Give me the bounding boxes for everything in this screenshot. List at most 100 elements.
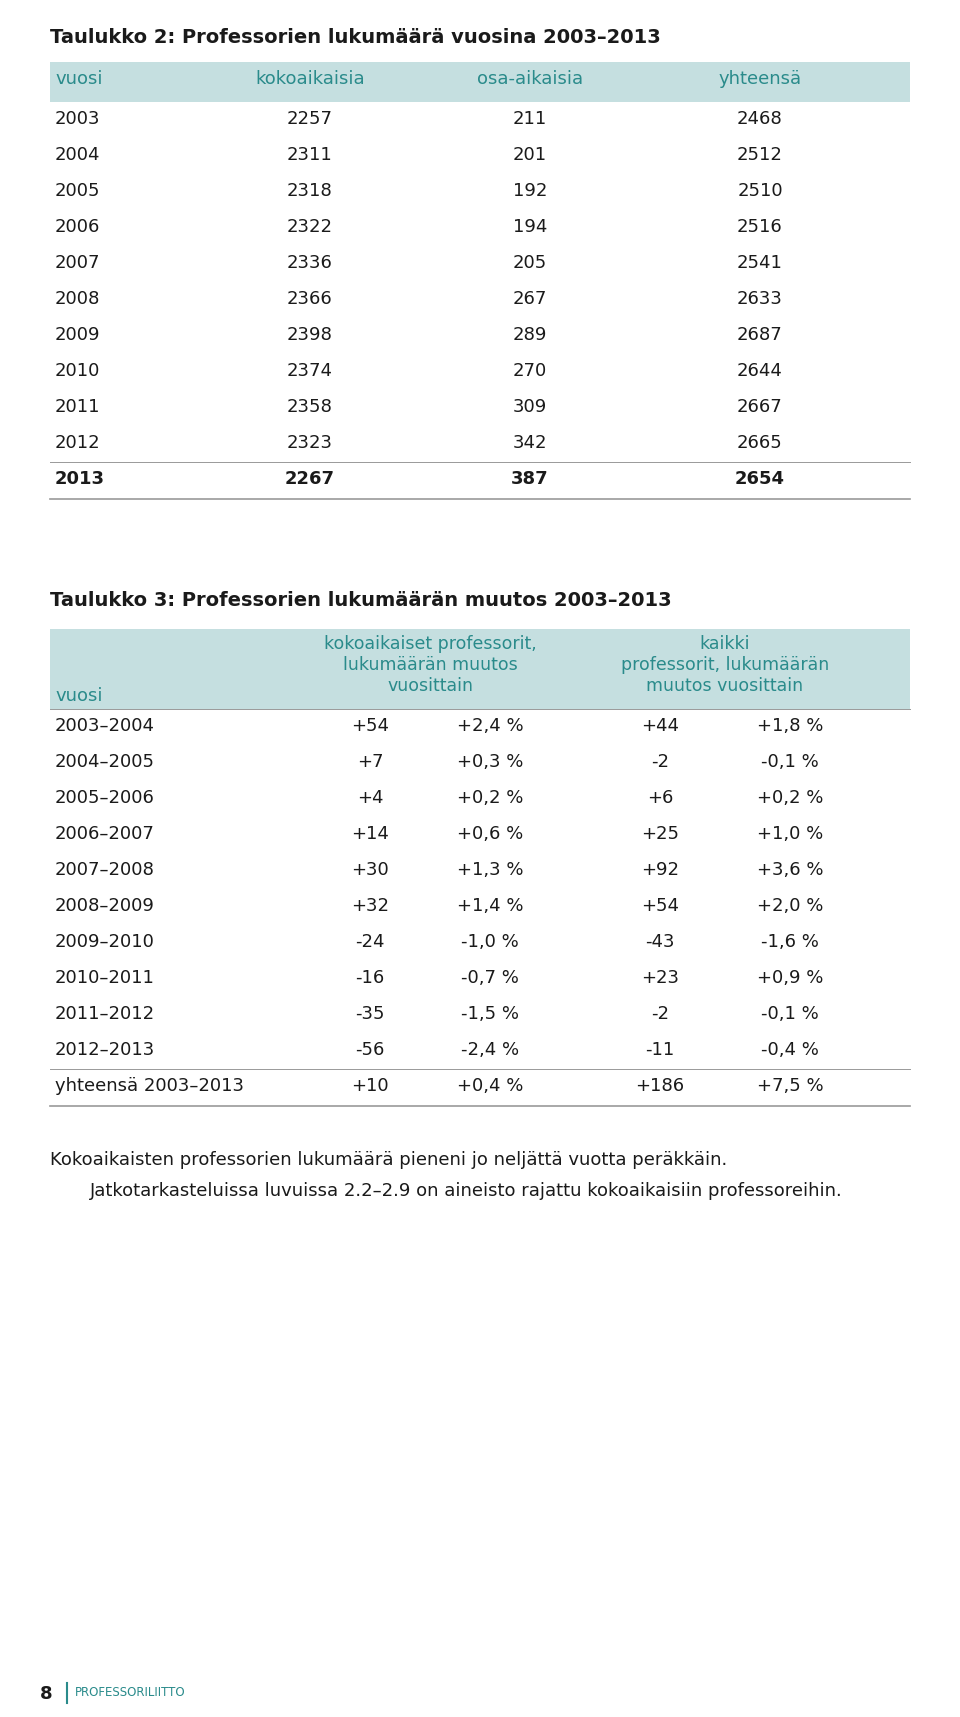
Text: 8: 8	[40, 1684, 53, 1703]
Text: 2323: 2323	[287, 434, 333, 452]
Text: yhteensä: yhteensä	[718, 70, 802, 88]
Text: 2013: 2013	[55, 470, 105, 488]
Text: yhteensä 2003–2013: yhteensä 2003–2013	[55, 1077, 244, 1095]
Text: 2008–2009: 2008–2009	[55, 896, 155, 915]
Text: 2667: 2667	[737, 398, 782, 416]
Text: +30: +30	[351, 860, 389, 879]
Text: +186: +186	[636, 1077, 684, 1095]
Text: 2009: 2009	[55, 326, 101, 343]
Text: +1,3 %: +1,3 %	[457, 860, 523, 879]
Bar	[50, 62, 910, 101]
Text: -56: -56	[355, 1041, 385, 1059]
Text: 2009–2010: 2009–2010	[55, 932, 155, 951]
Text: 2318: 2318	[287, 182, 333, 199]
Text: vuosi: vuosi	[55, 687, 103, 706]
Text: 192: 192	[513, 182, 547, 199]
Text: +2,0 %: +2,0 %	[756, 896, 823, 915]
Text: +44: +44	[641, 718, 679, 735]
Text: 2007–2008: 2007–2008	[55, 860, 155, 879]
Text: kokoaikaiset professorit,
lukumäärän muutos
vuosittain: kokoaikaiset professorit, lukumäärän muu…	[324, 635, 537, 695]
Text: 2644: 2644	[737, 362, 783, 379]
Text: +0,4 %: +0,4 %	[457, 1077, 523, 1095]
Text: osa-aikaisia: osa-aikaisia	[477, 70, 583, 88]
Text: kaikki
professorit, lukumäärän
muutos vuosittain: kaikki professorit, lukumäärän muutos vu…	[621, 635, 829, 695]
Text: -1,6 %: -1,6 %	[761, 932, 819, 951]
Text: 342: 342	[513, 434, 547, 452]
Text: 2011–2012: 2011–2012	[55, 1004, 156, 1023]
Text: +0,6 %: +0,6 %	[457, 824, 523, 843]
Text: +2,4 %: +2,4 %	[457, 718, 523, 735]
Text: 211: 211	[513, 110, 547, 129]
Text: 2633: 2633	[737, 290, 783, 307]
Text: +4: +4	[357, 790, 383, 807]
Text: 2654: 2654	[735, 470, 785, 488]
Text: 2311: 2311	[287, 146, 333, 165]
Text: 2398: 2398	[287, 326, 333, 343]
Text: -35: -35	[355, 1004, 385, 1023]
Text: 2003: 2003	[55, 110, 101, 129]
Text: +7: +7	[357, 754, 383, 771]
Text: 2267: 2267	[285, 470, 335, 488]
Text: Kokoaikaisten professorien lukumäärä pieneni jo neljättä vuotta peräkkäin.: Kokoaikaisten professorien lukumäärä pie…	[50, 1150, 728, 1169]
Text: kokoaikaisia: kokoaikaisia	[255, 70, 365, 88]
Text: 2516: 2516	[737, 218, 782, 235]
Text: -0,7 %: -0,7 %	[461, 968, 519, 987]
Text: -2,4 %: -2,4 %	[461, 1041, 519, 1059]
Text: 2665: 2665	[737, 434, 782, 452]
Text: 2012–2013: 2012–2013	[55, 1041, 156, 1059]
Text: 267: 267	[513, 290, 547, 307]
Text: 2336: 2336	[287, 254, 333, 271]
Text: +14: +14	[351, 824, 389, 843]
Text: 2512: 2512	[737, 146, 783, 165]
Text: 2541: 2541	[737, 254, 783, 271]
Text: 2004–2005: 2004–2005	[55, 754, 155, 771]
Text: 289: 289	[513, 326, 547, 343]
Text: +1,0 %: +1,0 %	[756, 824, 823, 843]
Text: 201: 201	[513, 146, 547, 165]
Text: 2687: 2687	[737, 326, 782, 343]
Text: -0,1 %: -0,1 %	[761, 1004, 819, 1023]
Text: -43: -43	[645, 932, 675, 951]
Text: +32: +32	[351, 896, 389, 915]
Text: +23: +23	[641, 968, 679, 987]
Text: 2012: 2012	[55, 434, 101, 452]
Text: 2005–2006: 2005–2006	[55, 790, 155, 807]
Text: 2468: 2468	[737, 110, 782, 129]
Text: -2: -2	[651, 1004, 669, 1023]
Text: +1,8 %: +1,8 %	[756, 718, 823, 735]
Text: +0,2 %: +0,2 %	[756, 790, 823, 807]
Text: 2008: 2008	[55, 290, 101, 307]
Text: +3,6 %: +3,6 %	[756, 860, 824, 879]
Text: 194: 194	[513, 218, 547, 235]
Text: Jatkotarkasteluissa luvuissa 2.2–2.9 on aineisto rajattu kokoaikaisiin professor: Jatkotarkasteluissa luvuissa 2.2–2.9 on …	[90, 1181, 843, 1200]
Text: +10: +10	[351, 1077, 389, 1095]
Text: -0,1 %: -0,1 %	[761, 754, 819, 771]
Text: 2366: 2366	[287, 290, 333, 307]
Text: -0,4 %: -0,4 %	[761, 1041, 819, 1059]
Bar	[50, 628, 910, 709]
Text: 2257: 2257	[287, 110, 333, 129]
Text: +0,3 %: +0,3 %	[457, 754, 523, 771]
Text: 2007: 2007	[55, 254, 101, 271]
Text: +6: +6	[647, 790, 673, 807]
Text: -1,5 %: -1,5 %	[461, 1004, 519, 1023]
Text: -24: -24	[355, 932, 385, 951]
Text: +1,4 %: +1,4 %	[457, 896, 523, 915]
Text: 2510: 2510	[737, 182, 782, 199]
Text: 270: 270	[513, 362, 547, 379]
Text: +7,5 %: +7,5 %	[756, 1077, 824, 1095]
Text: 2004: 2004	[55, 146, 101, 165]
Text: +92: +92	[641, 860, 679, 879]
Text: +0,2 %: +0,2 %	[457, 790, 523, 807]
Text: +54: +54	[641, 896, 679, 915]
Text: 2006–2007: 2006–2007	[55, 824, 155, 843]
Text: PROFESSORILIITTO: PROFESSORILIITTO	[75, 1686, 185, 1700]
Text: Taulukko 2: Professorien lukumäärä vuosina 2003–2013: Taulukko 2: Professorien lukumäärä vuosi…	[50, 27, 660, 46]
Text: 2322: 2322	[287, 218, 333, 235]
Text: 205: 205	[513, 254, 547, 271]
Text: -11: -11	[645, 1041, 675, 1059]
Text: 2005: 2005	[55, 182, 101, 199]
Text: vuosi: vuosi	[55, 70, 103, 88]
Text: 2011: 2011	[55, 398, 101, 416]
Text: +25: +25	[641, 824, 679, 843]
